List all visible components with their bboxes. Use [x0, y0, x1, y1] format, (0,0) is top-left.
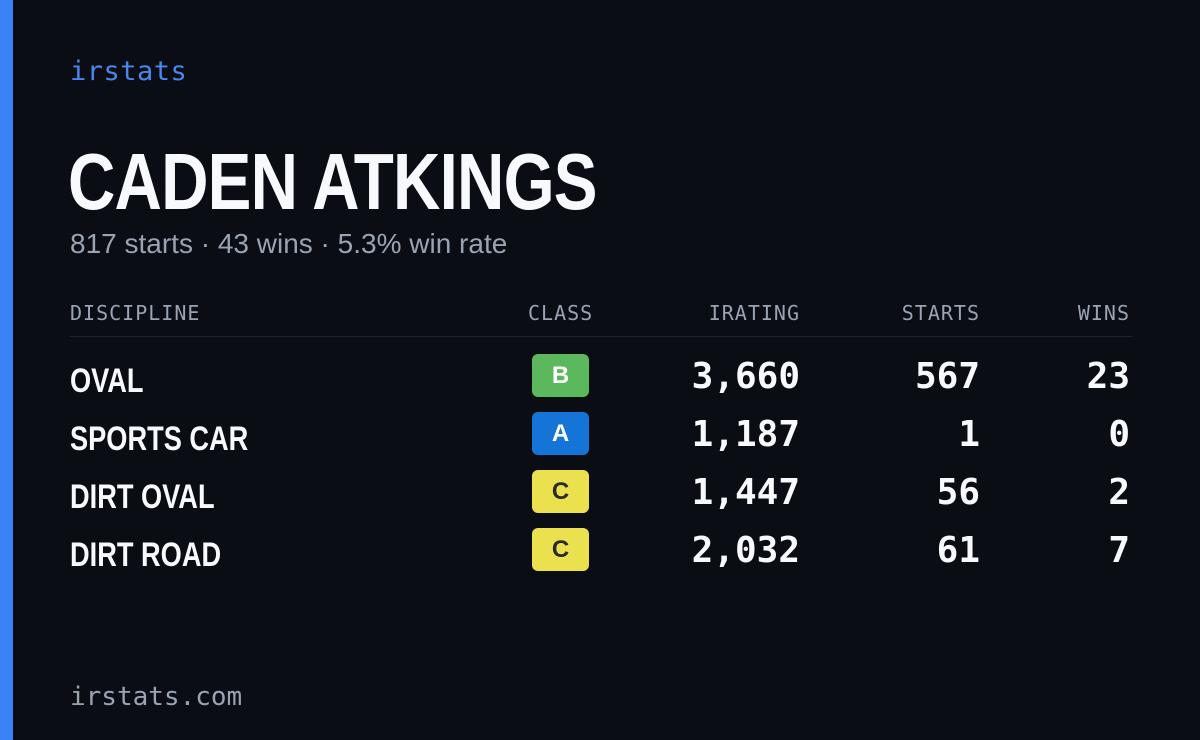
header-class: CLASS [528, 301, 594, 325]
wins-value: 0 [1108, 414, 1130, 455]
header-irating: IRATING [708, 301, 800, 325]
player-name: CADEN ATKINGS [68, 137, 598, 226]
header-wins: WINS [1077, 301, 1130, 325]
irating-value: 1,447 [691, 472, 800, 513]
class-badge: A [532, 412, 589, 455]
wins-value: 23 [1086, 356, 1130, 397]
table-row: DIRT ROAD C 2,032 61 7 [70, 512, 1132, 574]
class-badge: C [532, 470, 589, 513]
table-header: DISCIPLINE CLASS IRATING STARTS WINS [70, 296, 1132, 337]
starts-value: 1 [958, 414, 980, 455]
table-row: OVAL B 3,660 567 23 [70, 338, 1132, 400]
irating-value: 1,187 [691, 414, 800, 455]
accent-bar [0, 0, 13, 740]
starts-value: 61 [936, 530, 980, 571]
table-row: SPORTS CAR A 1,187 1 0 [70, 396, 1132, 458]
header-discipline: DISCIPLINE [70, 301, 201, 325]
stats-table: DISCIPLINE CLASS IRATING STARTS WINS OVA… [70, 296, 1132, 574]
header-starts: STARTS [901, 301, 980, 325]
irating-value: 2,032 [691, 530, 800, 571]
table-row: DIRT OVAL C 1,447 56 2 [70, 454, 1132, 516]
discipline-name: DIRT ROAD [70, 536, 222, 574]
starts-value: 567 [914, 356, 980, 397]
brand-logo[interactable]: irstats [70, 56, 188, 87]
wins-value: 7 [1108, 530, 1130, 571]
class-badge: B [532, 354, 589, 397]
footer-url[interactable]: irstats.com [70, 682, 243, 712]
irating-value: 3,660 [691, 356, 800, 397]
player-summary: 817 starts · 43 wins · 5.3% win rate [70, 228, 508, 259]
discipline-name: OVAL [70, 362, 144, 400]
wins-value: 2 [1108, 472, 1130, 513]
discipline-name: SPORTS CAR [70, 420, 249, 458]
starts-value: 56 [936, 472, 980, 513]
discipline-name: DIRT OVAL [70, 478, 215, 516]
class-badge: C [532, 528, 589, 571]
